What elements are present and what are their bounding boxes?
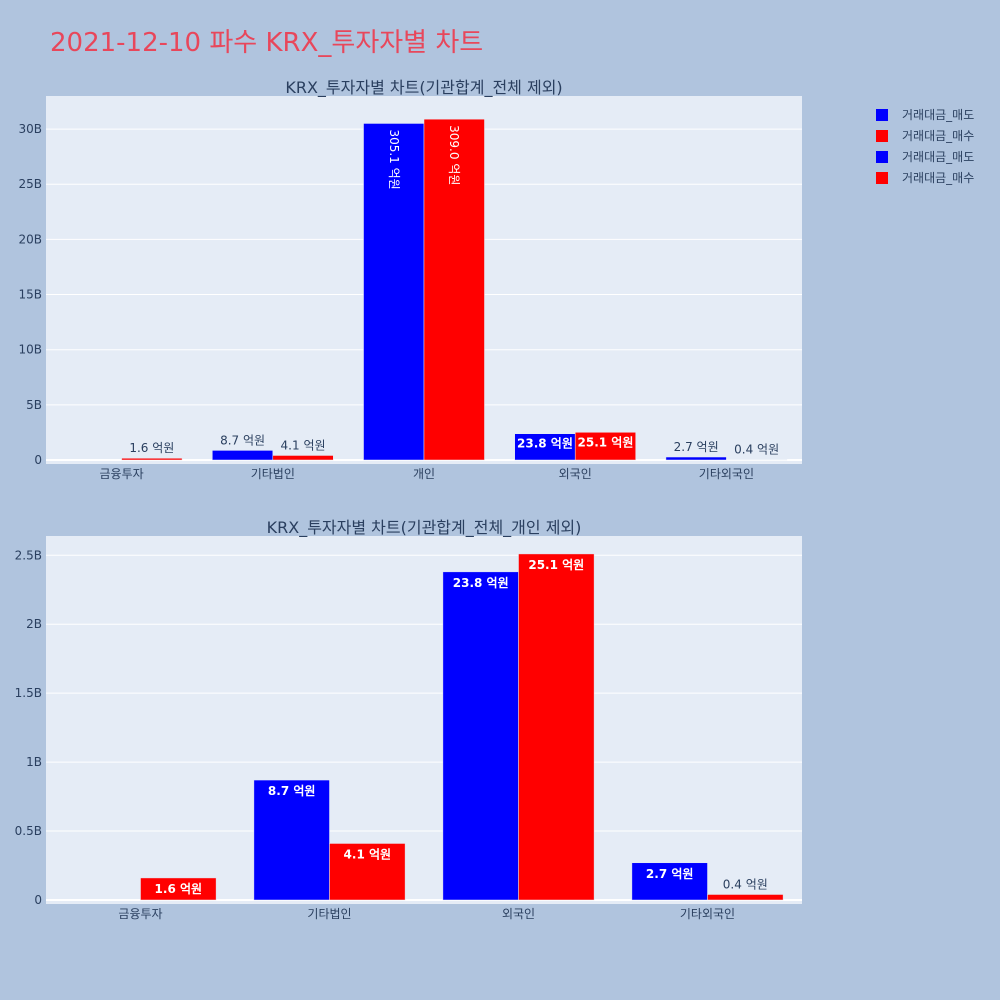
bar-data-label: 305.1 억원	[387, 129, 401, 189]
bar-data-label: 23.8 억원	[517, 437, 573, 451]
chart-bottom: KRX_투자자별 차트(기관합계_전체_개인 제외) 0 0.5B 1B 1.5B 2B 2…	[15, 518, 802, 921]
bar-data-label: 25.1 억원	[578, 435, 634, 449]
legend-swatch	[876, 109, 888, 121]
bar-data-label: 23.8 억원	[453, 576, 509, 590]
bar	[140, 877, 217, 901]
chart-title: KRX_투자자별 차트(기관합계_전체_개인 제외)	[267, 518, 582, 538]
y-tick-label: 2.5B	[15, 548, 42, 562]
bar-data-label: 0.4 억원	[734, 443, 779, 457]
bar	[518, 553, 595, 901]
legend-label: 거래대금_매도	[902, 150, 974, 164]
y-tick-label: 1.5B	[15, 686, 42, 700]
bar	[631, 862, 708, 901]
bar	[363, 123, 425, 461]
bar	[514, 433, 576, 461]
bar-data-label: 25.1 억원	[528, 558, 584, 572]
y-tick-label: 0	[34, 453, 42, 467]
x-tick-label: 기타법인	[307, 907, 351, 921]
bar	[423, 118, 485, 461]
plot-area	[46, 536, 802, 904]
x-tick-label: 개인	[413, 467, 435, 481]
bar-data-label: 2.7 억원	[646, 867, 694, 881]
bar-data-label: 1.6 억원	[129, 441, 174, 455]
bar-data-label: 1.6 억원	[155, 882, 203, 896]
bar	[707, 894, 784, 901]
x-tick-label: 기타법인	[251, 467, 295, 481]
legend-swatch	[876, 172, 888, 184]
legend-label: 거래대금_매수	[902, 129, 974, 143]
bar-data-label: 8.7 억원	[220, 433, 265, 447]
legend-item[interactable]: 거래대금_매수	[876, 171, 974, 185]
legend-swatch	[876, 151, 888, 163]
page-title: 2021-12-10 파수 KRX_투자자별 차트	[50, 28, 484, 58]
x-tick-label: 기타외국인	[699, 467, 754, 481]
bar-data-label: 2.7 억원	[674, 440, 719, 454]
legend-item[interactable]: 거래대금_매도	[876, 150, 974, 164]
legend-label: 거래대금_매도	[902, 108, 974, 122]
y-tick-label: 0	[34, 893, 42, 907]
bar	[212, 450, 274, 461]
bar	[272, 455, 334, 461]
bar	[329, 843, 406, 901]
bar	[665, 456, 727, 461]
legend-swatch	[876, 130, 888, 142]
x-tick-label: 금융투자	[100, 467, 144, 481]
y-tick-label: 1B	[26, 755, 42, 769]
bar-data-label: 4.1 억원	[281, 438, 326, 452]
bar-data-label: 4.1 억원	[344, 847, 392, 861]
bar-data-label: 0.4 억원	[723, 877, 768, 891]
y-tick-label: 30B	[18, 122, 42, 136]
legend-item[interactable]: 거래대금_매수	[876, 129, 974, 143]
x-tick-label: 금융투자	[118, 907, 162, 921]
y-tick-label: 5B	[26, 398, 42, 412]
y-tick-label: 10B	[18, 343, 42, 357]
y-tick-label: 0.5B	[15, 824, 42, 838]
y-tick-label: 25B	[18, 177, 42, 191]
bar-data-label: 309.0 억원	[447, 125, 461, 185]
bar	[121, 457, 183, 461]
legend-label: 거래대금_매수	[902, 171, 974, 185]
x-tick-label: 외국인	[502, 907, 535, 921]
bar	[574, 432, 636, 461]
y-tick-label: 2B	[26, 617, 42, 631]
chart-title: KRX_투자자별 차트(기관합계_전체 제외)	[285, 78, 562, 98]
legend-item[interactable]: 거래대금_매도	[876, 108, 974, 122]
x-tick-label: 외국인	[559, 467, 592, 481]
bar-data-label: 8.7 억원	[268, 784, 316, 798]
bar	[442, 571, 519, 901]
chart-top: KRX_투자자별 차트(기관합계_전체 제외) 0 5B 10B 15B 20B 25B 30…	[18, 78, 802, 481]
bar	[253, 779, 330, 901]
y-tick-label: 20B	[18, 232, 42, 246]
x-tick-label: 기타외국인	[680, 907, 735, 921]
y-tick-label: 15B	[18, 288, 42, 302]
